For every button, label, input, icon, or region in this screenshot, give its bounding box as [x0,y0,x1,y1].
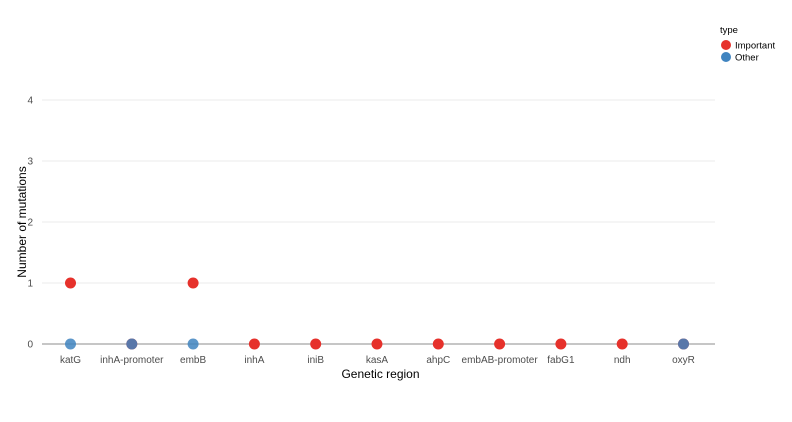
data-point-other [187,338,199,350]
data-point-important [310,338,322,350]
legend-key-important [721,40,731,50]
data-point-important [432,338,444,350]
legend-label: Other [735,53,759,64]
x-tick-label: kasA [366,355,389,366]
x-tick-label: katG [60,355,81,366]
grid-lines [42,99,715,284]
data-point-important [494,338,506,350]
y-tick-label: 0 [27,340,33,351]
y-tick-label: 2 [27,218,33,229]
legend-title: type [720,25,738,36]
legend-label: Important [735,41,775,52]
x-tick-label: fabG1 [547,355,575,366]
x-tick-label: oxyR [672,355,695,366]
y-tick-label: 3 [27,157,33,168]
data-point-important [248,338,260,350]
x-tick-label: embB [180,355,206,366]
data-point-important [65,277,76,289]
y-axis-ticks: 0 1 2 3 4 [27,96,33,351]
x-tick-label: embAB-promoter [462,355,539,366]
x-tick-label: ahpC [426,355,450,366]
x-tick-label: iniB [307,355,324,366]
y-tick-label: 1 [27,279,33,290]
data-point-important [616,338,628,350]
x-axis-ticks: katG inhA-promoter embB inhA iniB kasA ahpC emb… [60,355,695,366]
data-point-other [65,338,76,350]
data-point-important [371,338,383,350]
data-point-important [555,338,567,350]
y-tick-label: 4 [27,96,33,107]
legend-key-other [721,52,731,62]
x-tick-label: ndh [614,355,631,366]
data-point-important [187,277,199,289]
data-points [65,277,689,350]
x-axis-title: Genetic region [341,367,419,381]
x-tick-label: inhA-promoter [100,355,164,366]
data-point-other [678,338,689,350]
x-tick-label: inhA [244,355,264,366]
data-point-other [126,338,138,350]
y-axis-title: Number of mutations [15,166,29,277]
